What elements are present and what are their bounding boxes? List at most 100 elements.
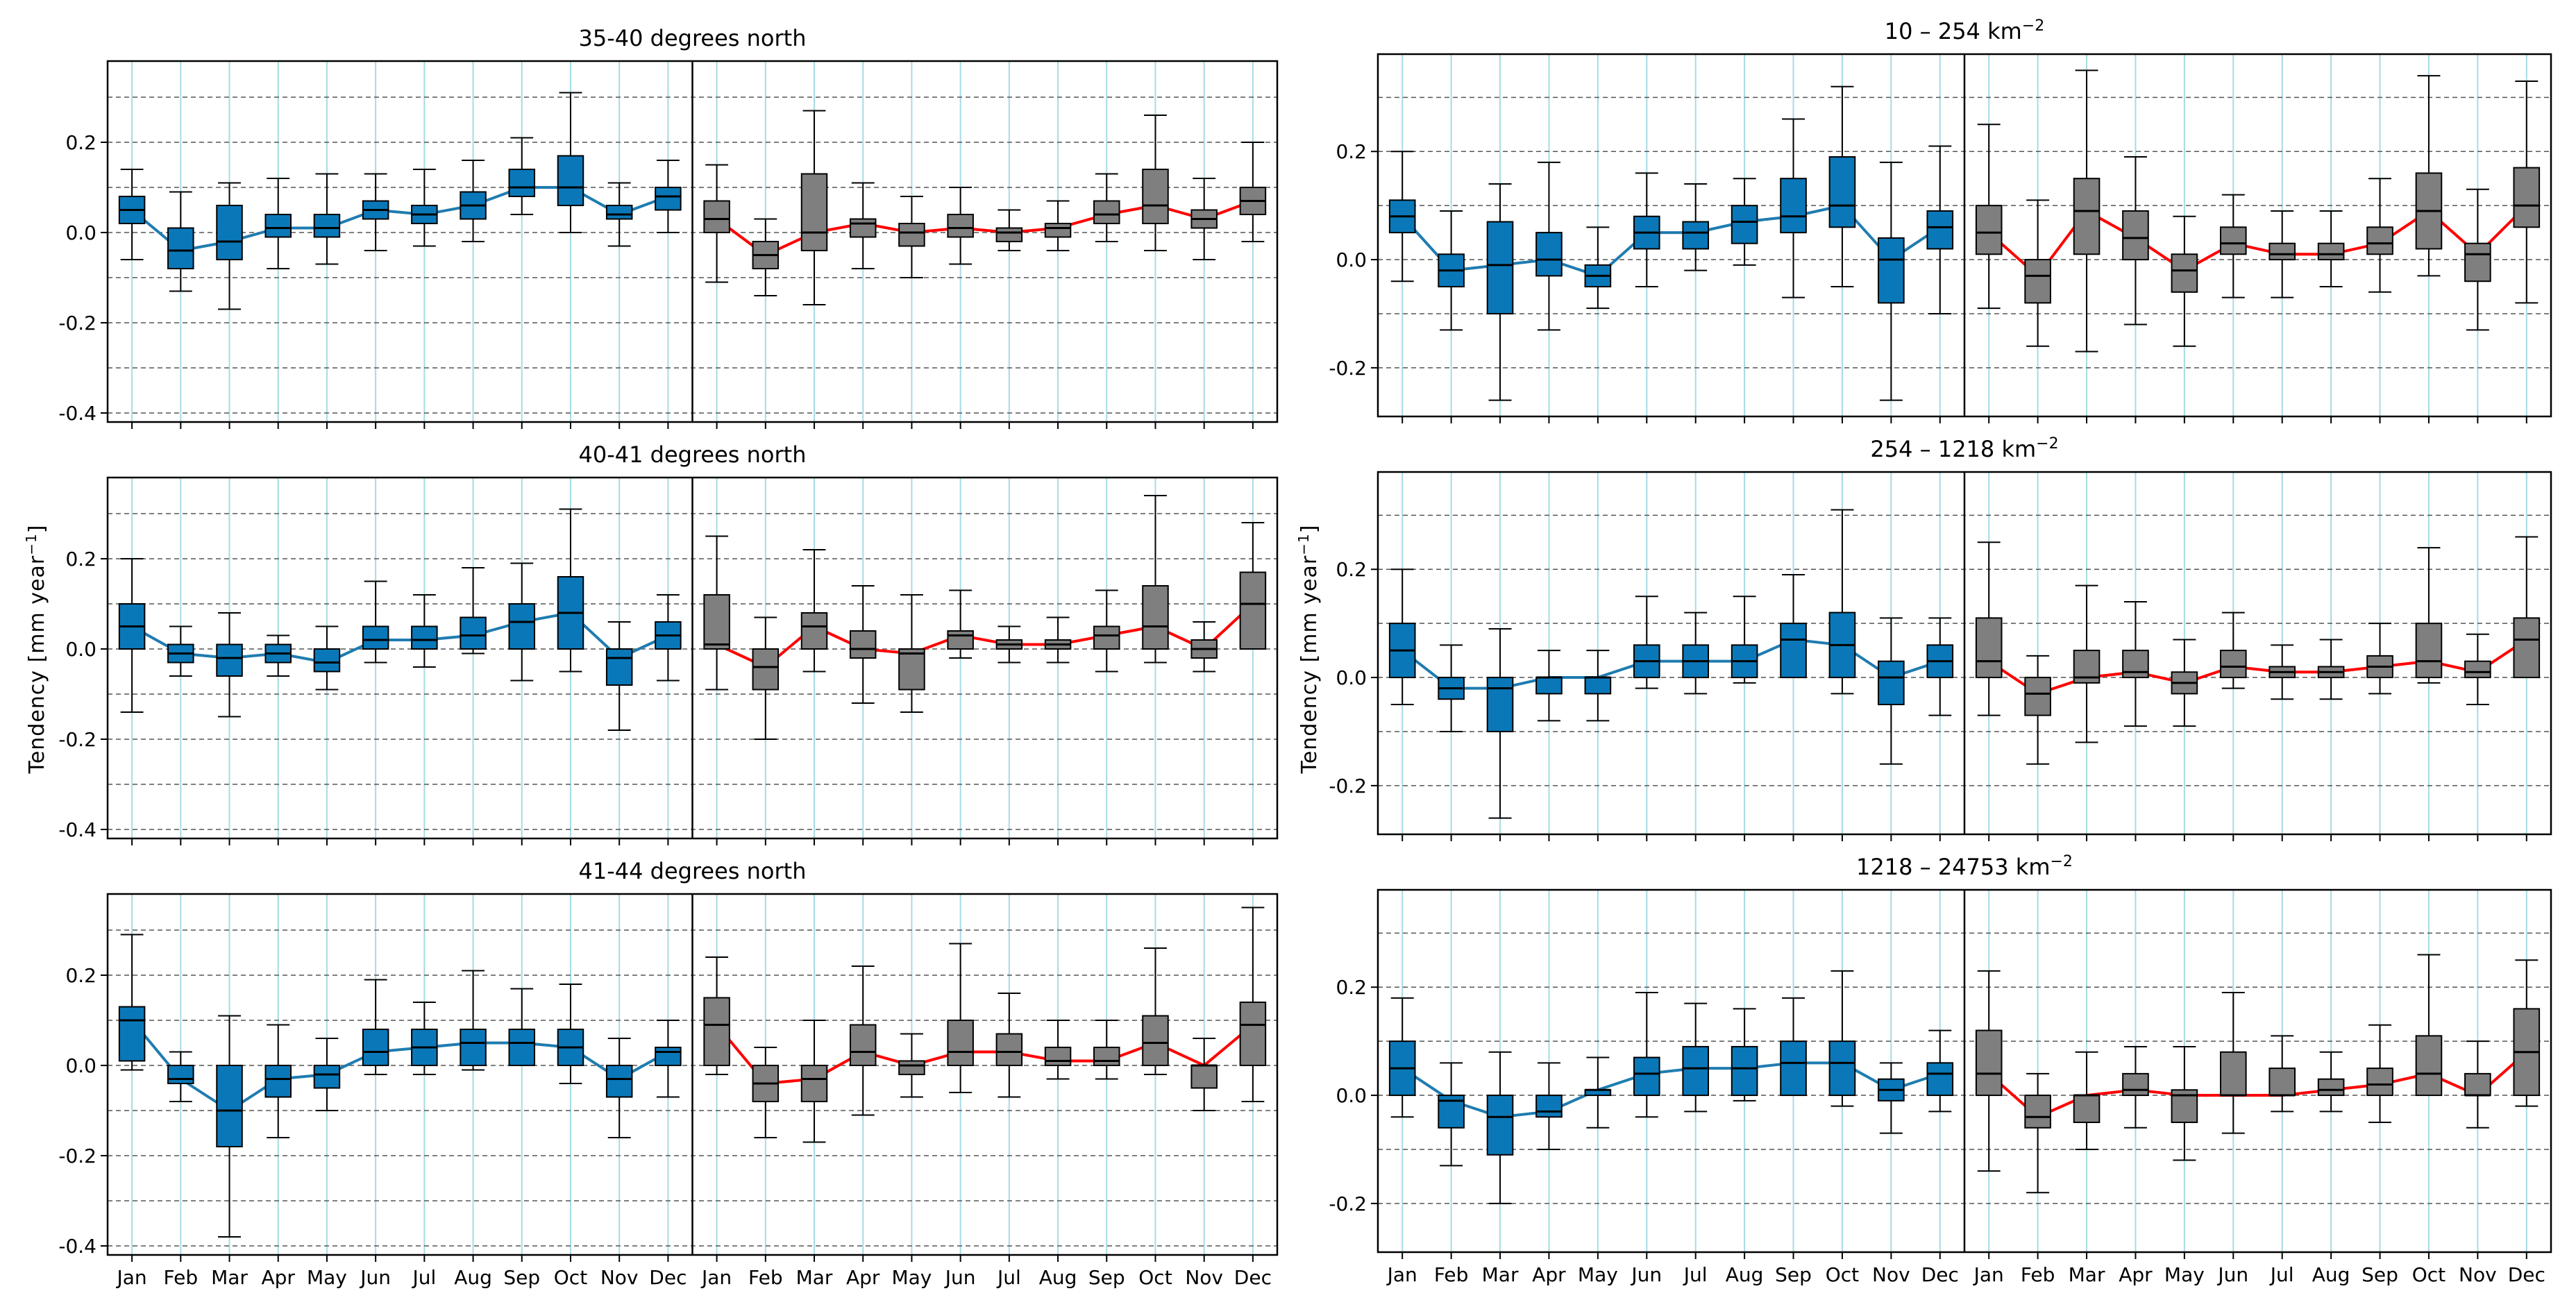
box bbox=[1584, 677, 1612, 695]
box bbox=[216, 205, 243, 260]
left-box-Apr bbox=[264, 178, 292, 269]
x-tick-label: Apr bbox=[1532, 1263, 1566, 1286]
left-box-Mar bbox=[1486, 1051, 1514, 1204]
box bbox=[2464, 242, 2491, 282]
panel-title: 254 – 1218 km−2 bbox=[1870, 435, 2058, 462]
right-box-Dec bbox=[2513, 80, 2541, 304]
y-tick-label: 0.0 bbox=[65, 221, 96, 244]
right-box-Jul bbox=[2268, 644, 2296, 700]
x-tick-label: Nov bbox=[2459, 1263, 2497, 1286]
right-box-Nov bbox=[2464, 633, 2491, 706]
y-tick-label: 0.0 bbox=[65, 638, 96, 661]
left-box-Oct bbox=[1828, 509, 1856, 695]
box bbox=[655, 1047, 682, 1066]
box bbox=[2219, 1051, 2247, 1097]
box bbox=[313, 214, 341, 238]
y-tick-label: 0.2 bbox=[1336, 140, 1367, 163]
x-tick-label: Jul bbox=[996, 1266, 1021, 1289]
y-axis-label-left: Tendency [mm year−1] bbox=[23, 524, 49, 774]
x-tick-label: Oct bbox=[554, 1266, 587, 1289]
left-box-Jan bbox=[118, 558, 146, 713]
x-tick-label: Dec bbox=[1234, 1266, 1272, 1289]
right-box-Sep bbox=[1093, 589, 1120, 673]
left-median-line bbox=[1401, 1061, 1941, 1119]
left-box-Dec bbox=[1926, 617, 1954, 716]
panel-p0: 35-40 degrees north -0.4 -0.2 0.0 0.2 bbox=[58, 25, 1279, 429]
left-box-Jun bbox=[1633, 172, 1660, 288]
left-box-Jan bbox=[1388, 568, 1416, 706]
right-box-Sep bbox=[2366, 623, 2393, 695]
box bbox=[1535, 1095, 1563, 1118]
box bbox=[800, 1065, 828, 1102]
left-box-Dec bbox=[1926, 145, 1954, 314]
box bbox=[2024, 677, 2051, 716]
right-box-Oct bbox=[1142, 495, 1169, 664]
left-box-May bbox=[313, 173, 341, 265]
left-box-Mar bbox=[1486, 627, 1514, 819]
box bbox=[1142, 1015, 1169, 1066]
left-box-Feb bbox=[1438, 210, 1465, 331]
x-tick-label: Oct bbox=[1138, 1266, 1172, 1289]
panel-p3: 10 – 254 km−2 -0.2 0.0 0.2 bbox=[1329, 17, 2552, 423]
box bbox=[167, 227, 194, 269]
y-tick-label: -0.2 bbox=[58, 312, 96, 335]
box bbox=[849, 1024, 877, 1066]
box bbox=[703, 997, 730, 1066]
box bbox=[1780, 178, 1807, 234]
x-tick-label: Mar bbox=[2069, 1263, 2105, 1286]
box bbox=[2464, 1072, 2491, 1097]
right-box-Aug bbox=[1044, 200, 1072, 251]
x-tick-label: May bbox=[2164, 1263, 2205, 1286]
left-box-Jun bbox=[1633, 596, 1660, 689]
right-box-Mar bbox=[2073, 69, 2101, 353]
right-box-Apr bbox=[849, 182, 877, 269]
y-tick-label: 0.0 bbox=[65, 1054, 96, 1077]
box bbox=[849, 630, 877, 659]
x-tick-label: Sep bbox=[1775, 1263, 1812, 1286]
right-box-Nov bbox=[1190, 1038, 1218, 1111]
left-box-Jul bbox=[1682, 611, 1710, 695]
x-tick-label: Jul bbox=[1683, 1263, 1708, 1286]
left-box-Feb bbox=[1438, 644, 1465, 732]
box bbox=[947, 630, 974, 650]
left-box-Aug bbox=[1731, 596, 1758, 684]
panel-p5: 1218 – 24753 km−2 -0.2 0.0 0.2 Jan Feb Mar Apr M… bbox=[1329, 853, 2552, 1286]
right-box-Jul bbox=[995, 209, 1023, 251]
x-tick-label: Feb bbox=[164, 1266, 199, 1289]
box bbox=[1975, 205, 2003, 255]
right-box-Nov bbox=[1190, 621, 1218, 673]
box bbox=[703, 594, 730, 650]
left-median-line bbox=[1401, 203, 1941, 278]
box bbox=[1044, 223, 1072, 238]
y-tick-label: -0.4 bbox=[58, 402, 96, 425]
box bbox=[264, 214, 292, 238]
box bbox=[1486, 221, 1514, 314]
right-box-Jul bbox=[995, 625, 1023, 664]
box bbox=[2122, 1072, 2149, 1097]
right-box-Apr bbox=[849, 965, 877, 1116]
left-box-Nov bbox=[605, 182, 633, 247]
x-tick-label: Apr bbox=[2119, 1263, 2153, 1286]
right-box-Jun bbox=[2219, 992, 2247, 1134]
left-box-Dec bbox=[655, 160, 682, 233]
box bbox=[557, 155, 584, 206]
right-box-Aug bbox=[2317, 1051, 2345, 1113]
x-tick-label: Mar bbox=[211, 1266, 248, 1289]
box bbox=[508, 603, 536, 650]
left-box-Aug bbox=[460, 160, 487, 242]
box bbox=[362, 1029, 389, 1066]
x-tick-label: Apr bbox=[846, 1266, 880, 1289]
x-tick-label: Jan bbox=[116, 1266, 147, 1289]
left-box-Jan bbox=[1388, 997, 1416, 1118]
right-box-Jan bbox=[1975, 124, 2003, 310]
box bbox=[2073, 1095, 2101, 1124]
left-box-Sep bbox=[508, 562, 536, 682]
box bbox=[1486, 1095, 1514, 1156]
box bbox=[2073, 178, 2101, 255]
box bbox=[605, 1065, 633, 1098]
box bbox=[1828, 1040, 1856, 1097]
left-box-May bbox=[1584, 1056, 1612, 1129]
left-box-Jun bbox=[1633, 992, 1660, 1118]
right-box-Jan bbox=[703, 164, 730, 283]
panel-title: 10 – 254 km−2 bbox=[1885, 17, 2044, 44]
